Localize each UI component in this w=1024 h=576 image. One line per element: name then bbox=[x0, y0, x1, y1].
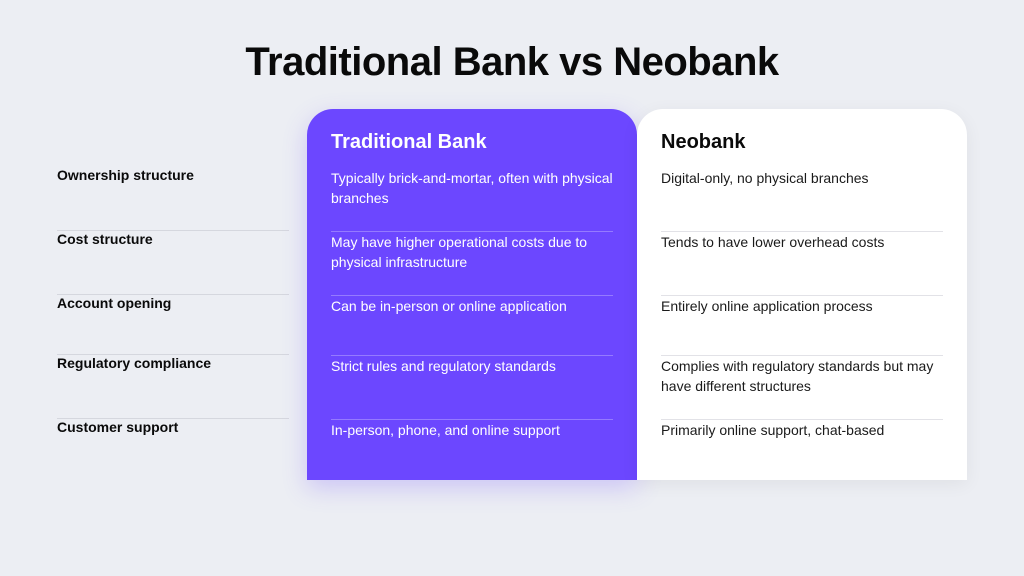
cell: Can be in-person or online application bbox=[331, 296, 613, 316]
row-label: Cost structure bbox=[57, 231, 289, 247]
cell: Strict rules and regulatory standards bbox=[331, 356, 613, 376]
cell: May have higher operational costs due to… bbox=[331, 232, 613, 273]
column-header: Neobank bbox=[661, 131, 943, 154]
page-title: Traditional Bank vs Neobank bbox=[36, 40, 988, 85]
row-label: Ownership structure bbox=[57, 167, 289, 183]
cell: Typically brick-and-mortar, often with p… bbox=[331, 168, 613, 209]
cell: Complies with regulatory standards but m… bbox=[661, 356, 943, 397]
comparison-infographic: Traditional Bank vs Neobank Ownership st… bbox=[0, 0, 1024, 576]
column-header: Traditional Bank bbox=[331, 131, 613, 154]
cell: In-person, phone, and online support bbox=[331, 420, 613, 440]
cell: Tends to have lower overhead costs bbox=[661, 232, 943, 252]
row-labels-column: Ownership structure Cost structure Accou… bbox=[57, 109, 307, 480]
row-label: Regulatory compliance bbox=[57, 355, 289, 371]
row-label: Account opening bbox=[57, 295, 289, 311]
cell: Entirely online application process bbox=[661, 296, 943, 316]
cell: Primarily online support, chat-based bbox=[661, 420, 943, 440]
row-label: Customer support bbox=[57, 419, 289, 435]
traditional-bank-column: Traditional Bank Typically brick-and-mor… bbox=[307, 109, 637, 480]
comparison-grid: Ownership structure Cost structure Accou… bbox=[36, 109, 988, 576]
cell: Digital-only, no physical branches bbox=[661, 168, 943, 188]
neobank-column: Neobank Digital-only, no physical branch… bbox=[637, 109, 967, 480]
